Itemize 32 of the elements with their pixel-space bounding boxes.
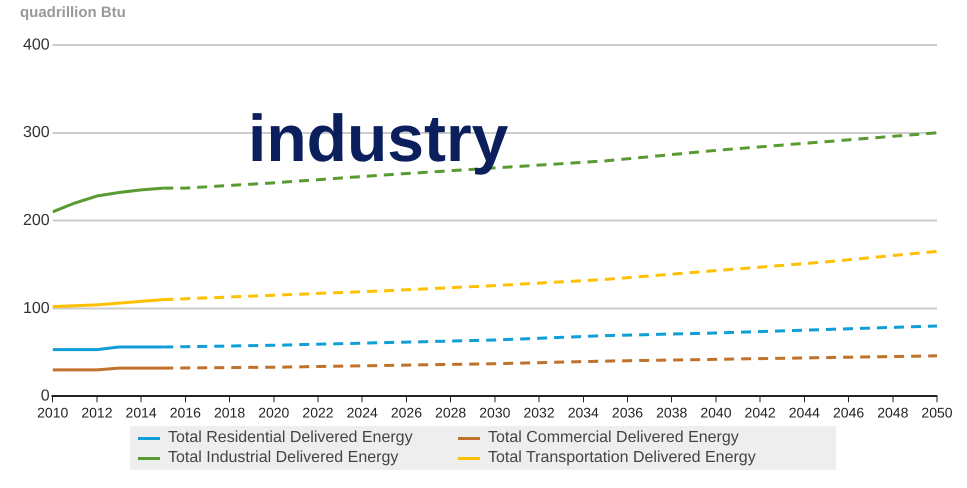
x-tick-label: 2048 bbox=[877, 404, 909, 420]
x-tick-label: 2022 bbox=[302, 404, 334, 420]
y-tick-label: 400 bbox=[22, 36, 50, 54]
x-tick-label: 2050 bbox=[921, 404, 953, 420]
y-tick-label: 0 bbox=[40, 388, 50, 405]
x-tick-label: 2026 bbox=[390, 404, 422, 420]
x-tick-label: 2034 bbox=[568, 404, 600, 420]
x-tick-label: 2030 bbox=[479, 404, 511, 420]
x-tick-label: 2012 bbox=[81, 404, 113, 420]
x-tick-label: 2046 bbox=[832, 404, 864, 420]
x-tick-label: 2040 bbox=[700, 404, 732, 420]
x-tick-label: 2018 bbox=[214, 404, 246, 420]
x-tick-label: 2032 bbox=[523, 404, 555, 420]
x-tick-label: 2024 bbox=[346, 404, 378, 420]
legend-label: Total Industrial Delivered Energy bbox=[168, 449, 398, 467]
legend-label: Total Residential Delivered Energy bbox=[168, 429, 413, 447]
legend-label: Total Transportation Delivered Energy bbox=[488, 449, 756, 467]
x-tick-label: 2044 bbox=[788, 404, 820, 420]
x-tick-label: 2016 bbox=[170, 404, 202, 420]
legend-label: Total Commercial Delivered Energy bbox=[488, 429, 739, 447]
annotation: industry bbox=[248, 100, 508, 176]
y-axis-title: quadrillion Btu bbox=[20, 4, 126, 21]
x-tick-label: 2042 bbox=[744, 404, 776, 420]
y-tick-label: 300 bbox=[22, 124, 50, 142]
x-tick-label: 2038 bbox=[656, 404, 688, 420]
y-tick-label: 100 bbox=[22, 300, 50, 317]
x-tick-label: 2014 bbox=[126, 404, 157, 420]
x-tick-label: 2020 bbox=[258, 404, 290, 420]
y-tick-label: 200 bbox=[22, 212, 50, 230]
x-tick-label: 2036 bbox=[612, 404, 644, 420]
x-tick-label: 2010 bbox=[37, 404, 68, 420]
x-tick-label: 2028 bbox=[435, 404, 466, 420]
